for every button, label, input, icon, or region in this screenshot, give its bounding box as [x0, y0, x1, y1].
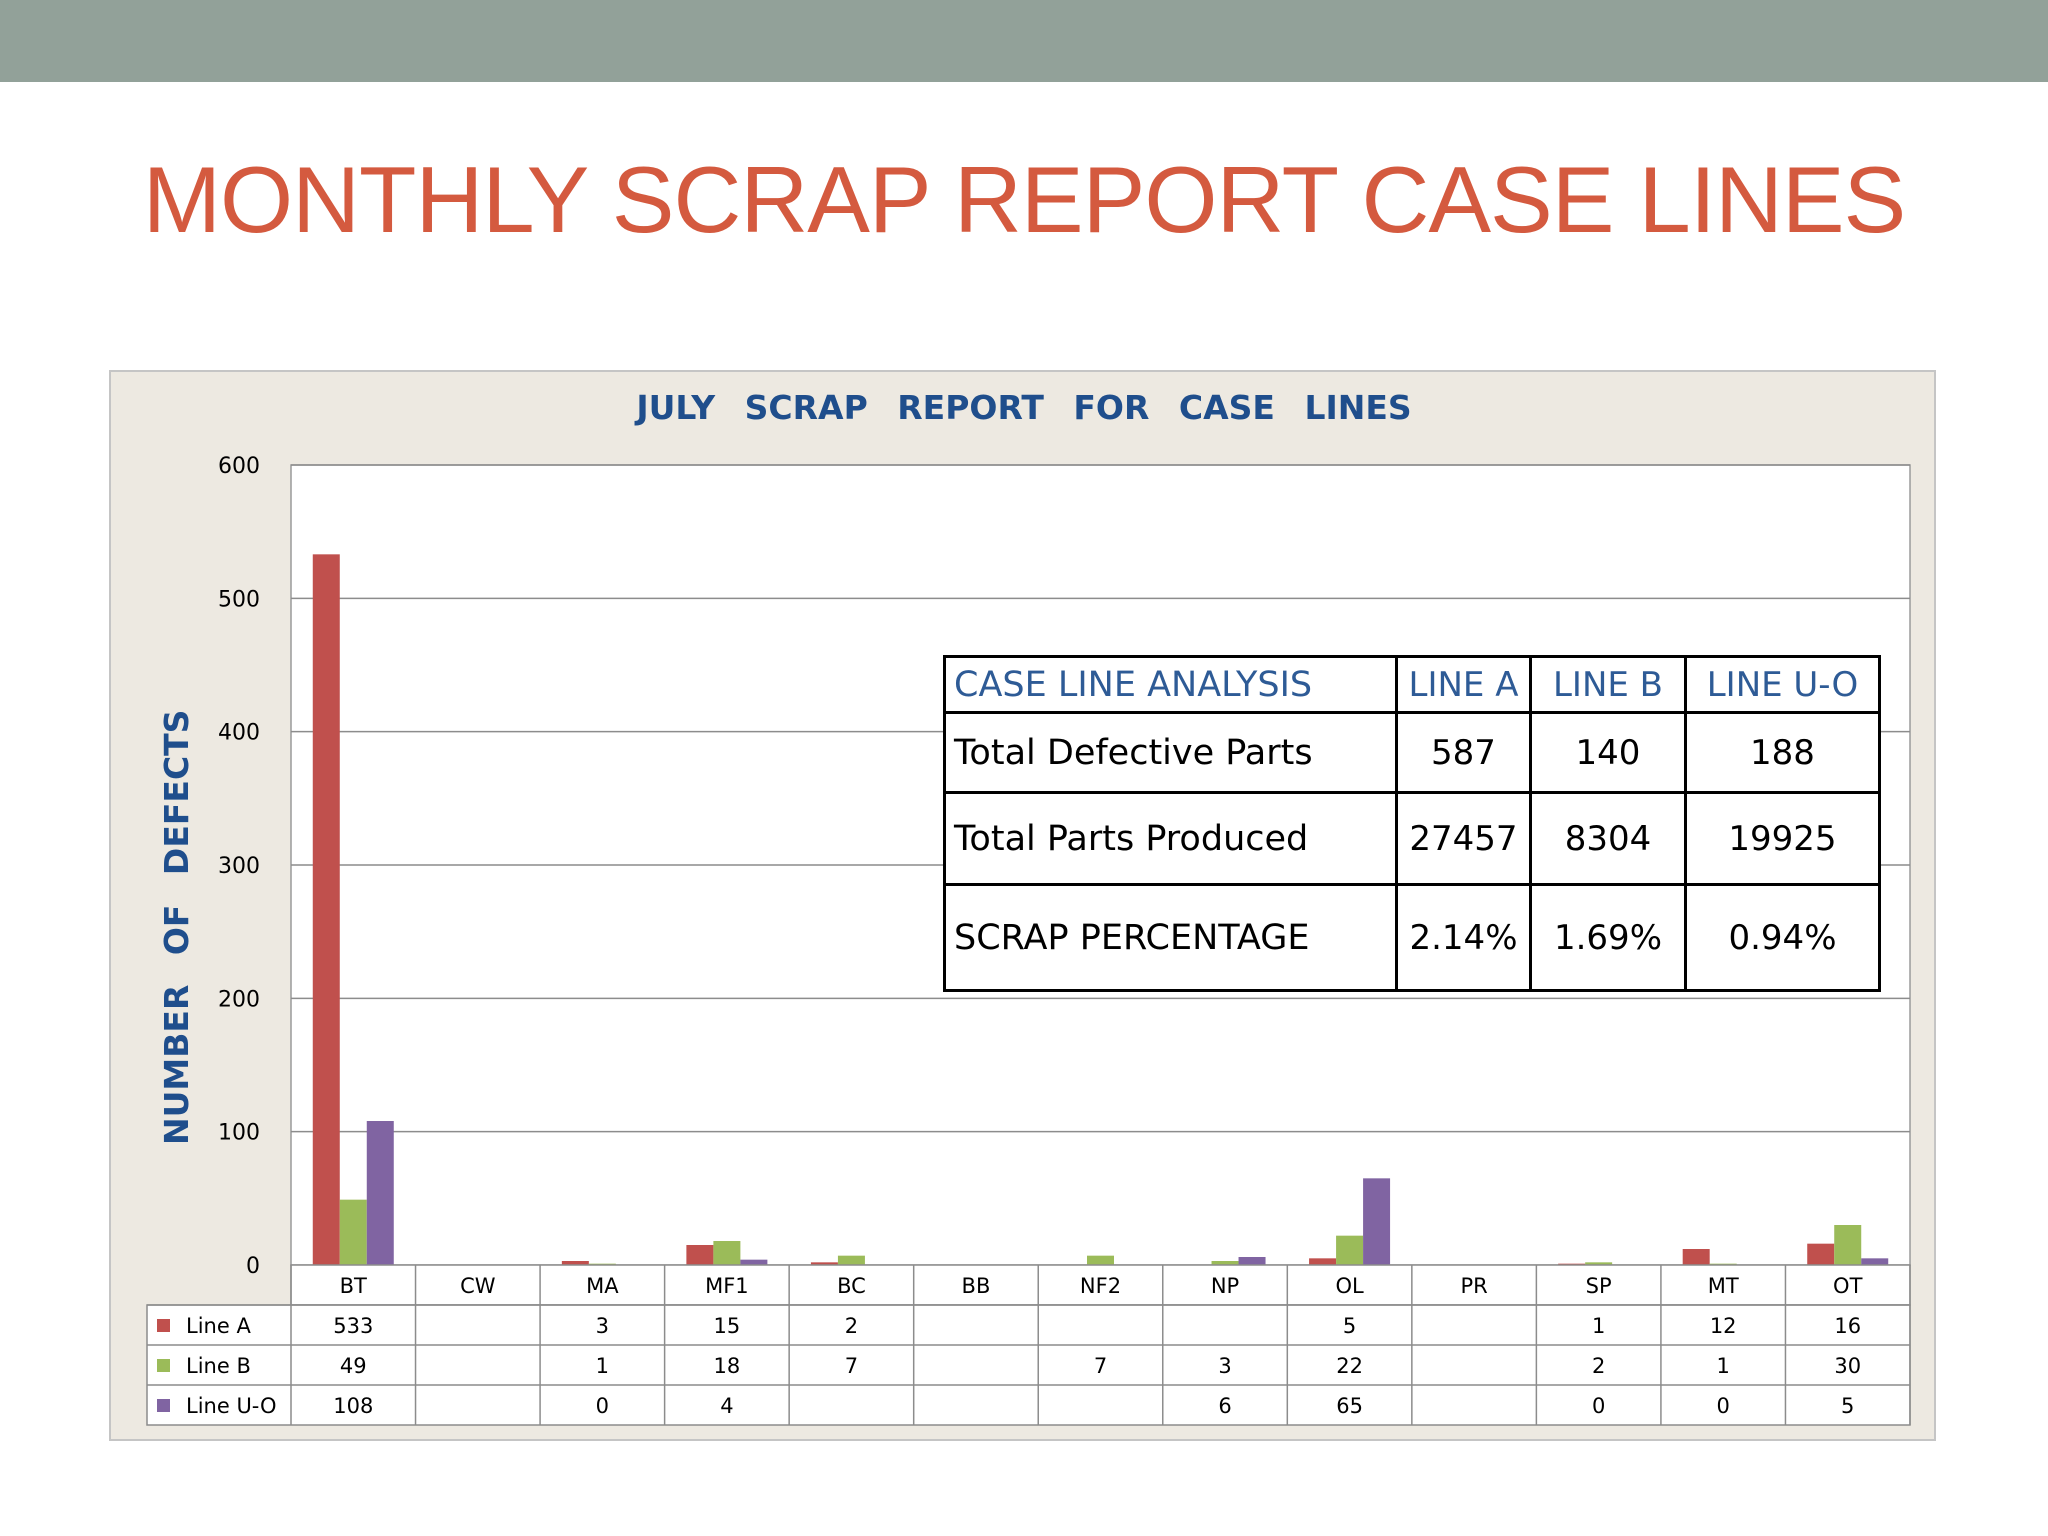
data-label: 22: [1336, 1354, 1363, 1378]
analysis-cell: 140: [1529, 711, 1687, 794]
x-tick-label: MA: [586, 1274, 619, 1298]
data-label: 12: [1710, 1314, 1737, 1338]
bar-line-b: [1585, 1262, 1613, 1265]
legend-swatch: [157, 1399, 170, 1412]
x-tick-label: MF1: [705, 1274, 749, 1298]
analysis-row-scrap-percentage: SCRAP PERCENTAGE 2.14% 1.69% 0.94%: [943, 883, 1881, 992]
x-tick-label: SP: [1586, 1274, 1612, 1298]
data-label: 3: [1218, 1354, 1231, 1378]
data-label: 5: [1343, 1314, 1356, 1338]
bar-line-u-o: [1861, 1258, 1889, 1265]
bar-line-a: [1309, 1258, 1337, 1265]
y-tick-label: 600: [218, 454, 260, 479]
y-axis-label: NUMBER OF DEFECTS: [157, 709, 196, 1145]
data-table-header: [290, 1264, 1911, 1306]
analysis-row-label: SCRAP PERCENTAGE: [943, 883, 1398, 992]
analysis-header-line-b: LINE B: [1529, 655, 1687, 714]
data-label: 7: [1094, 1354, 1107, 1378]
data-label: 0: [1592, 1394, 1605, 1418]
y-tick-label: 400: [218, 721, 260, 746]
data-label: 4: [720, 1394, 733, 1418]
analysis-header-line-a: LINE A: [1395, 655, 1532, 714]
analysis-header-label: CASE LINE ANALYSIS: [943, 655, 1398, 714]
data-label: 18: [714, 1354, 741, 1378]
analysis-row-label: Total Defective Parts: [943, 711, 1398, 794]
data-label: 49: [340, 1354, 367, 1378]
data-table-body: [146, 1304, 1911, 1426]
y-tick-label: 0: [246, 1254, 260, 1279]
x-tick-label: OT: [1833, 1274, 1863, 1298]
x-tick-label: MT: [1708, 1274, 1739, 1298]
analysis-cell: 587: [1395, 711, 1532, 794]
slide-title: MONTHLY SCRAP REPORT CASE LINES: [142, 147, 1906, 252]
data-label: 1: [1717, 1354, 1730, 1378]
bar-line-a: [810, 1262, 838, 1265]
legend-swatch: [157, 1359, 170, 1372]
bar-line-b: [837, 1255, 865, 1265]
y-tick-label: 500: [218, 587, 260, 612]
bar-line-u-o: [740, 1259, 768, 1265]
data-label: 5: [1841, 1394, 1854, 1418]
data-label: 6: [1218, 1394, 1231, 1418]
bar-line-b: [339, 1199, 367, 1265]
case-line-analysis-table: CASE LINE ANALYSIS LINE A LINE B LINE U-…: [943, 655, 1881, 992]
x-tick-label: CW: [460, 1274, 496, 1298]
analysis-row-label: Total Parts Produced: [943, 791, 1398, 886]
bar-line-a: [561, 1261, 589, 1265]
x-tick-label: BT: [340, 1274, 367, 1298]
data-label: 2: [845, 1314, 858, 1338]
bar-line-b: [1336, 1235, 1364, 1265]
data-label: 1: [596, 1354, 609, 1378]
analysis-cell: 1.69%: [1529, 883, 1687, 992]
analysis-header-row: CASE LINE ANALYSIS LINE A LINE B LINE U-…: [943, 655, 1881, 714]
data-label: 65: [1336, 1394, 1363, 1418]
x-tick-label: BB: [962, 1274, 991, 1298]
bar-line-a: [686, 1245, 714, 1265]
legend-swatch: [157, 1319, 170, 1332]
bar-line-b: [1834, 1225, 1862, 1265]
bar-line-a: [1807, 1243, 1835, 1265]
data-label: 15: [714, 1314, 741, 1338]
bar-line-b: [1087, 1255, 1114, 1265]
analysis-row-produced: Total Parts Produced 27457 8304 19925: [943, 791, 1881, 886]
analysis-cell: 19925: [1684, 791, 1881, 886]
x-tick-label: NP: [1211, 1274, 1239, 1298]
data-label: 533: [333, 1314, 373, 1338]
data-label: 108: [333, 1394, 373, 1418]
header-bar: [0, 0, 2048, 82]
x-tick-label: BC: [837, 1274, 866, 1298]
data-label: 3: [596, 1314, 609, 1338]
bar-line-u-o: [1363, 1178, 1391, 1265]
data-label: 0: [1717, 1394, 1730, 1418]
y-tick-label: 300: [218, 854, 260, 879]
data-label: 7: [845, 1354, 858, 1378]
data-label: 30: [1834, 1354, 1861, 1378]
legend-label: Line A: [186, 1314, 251, 1338]
data-label: 0: [596, 1394, 609, 1418]
analysis-header-line-uo: LINE U-O: [1684, 655, 1881, 714]
analysis-cell: 27457: [1395, 791, 1532, 886]
analysis-cell: 0.94%: [1684, 883, 1881, 992]
analysis-cell: 8304: [1529, 791, 1687, 886]
chart-title: JULY SCRAP REPORT FOR CASE LINES: [636, 388, 1412, 427]
data-label: 1: [1592, 1314, 1605, 1338]
data-label: 2: [1592, 1354, 1605, 1378]
x-tick-label: PR: [1460, 1274, 1487, 1298]
bar-line-b: [1211, 1261, 1239, 1265]
bar-line-a: [312, 554, 340, 1265]
y-tick-label: 100: [218, 1121, 260, 1146]
legend-label: Line U-O: [186, 1394, 277, 1418]
analysis-cell: 188: [1684, 711, 1881, 794]
data-label: 16: [1834, 1314, 1861, 1338]
x-tick-label: NF2: [1080, 1274, 1121, 1298]
y-tick-label: 200: [218, 987, 260, 1012]
x-tick-label: OL: [1335, 1274, 1364, 1298]
bar-line-u-o: [366, 1121, 394, 1265]
analysis-cell: 2.14%: [1395, 883, 1532, 992]
bar-line-a: [1682, 1249, 1710, 1265]
bar-line-u-o: [1238, 1257, 1266, 1265]
legend-label: Line B: [186, 1354, 251, 1378]
bar-line-b: [713, 1241, 741, 1265]
analysis-row-defective: Total Defective Parts 587 140 188: [943, 711, 1881, 794]
